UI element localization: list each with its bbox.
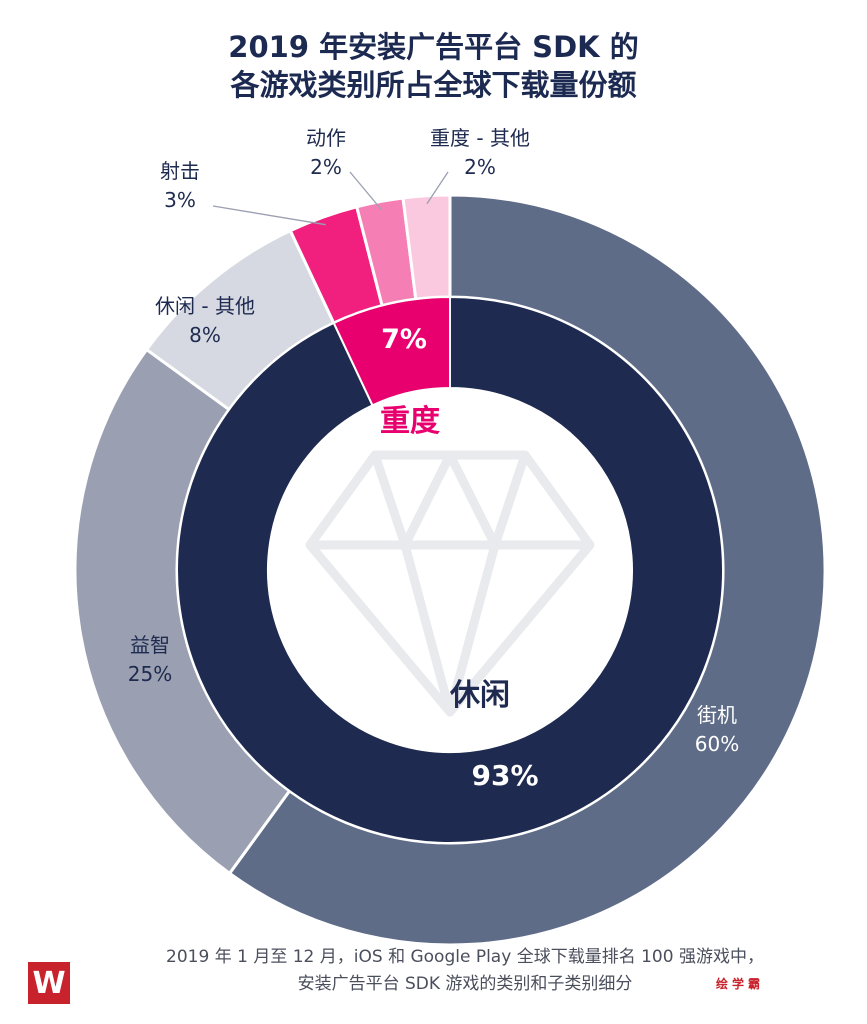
chart-footnote-line-1: 2019 年 1 月至 12 月，iOS 和 Google Play 全球下载量… [166, 947, 764, 967]
inner-category-label-casual: 休闲 [449, 678, 510, 713]
chart-footnote-line-2: 安装广告平台 SDK 游戏的类别和子类别细分 [297, 974, 633, 994]
watermark-brand: 绘学霸 [716, 977, 765, 991]
leader-line-action [349, 171, 382, 210]
outer-value-label-shooter: 3% [164, 188, 196, 212]
outer-category-label-hardcore-other: 重度 - 其他 [430, 126, 530, 150]
outer-category-label-action: 动作 [306, 126, 346, 150]
inner-value-label-hardcore: 7% [381, 324, 427, 355]
outer-value-label-action: 2% [310, 155, 342, 179]
outer-category-label-casual-other: 休闲 - 其他 [155, 294, 255, 318]
chart-title-line-2: 各游戏类别所占全球下载量份额 [230, 68, 637, 102]
inner-category-label-hardcore: 重度 [380, 404, 440, 439]
publisher-logo: W [28, 962, 70, 1004]
diamond-watermark-icon [305, 450, 595, 717]
inner-value-label-casual: 93% [471, 759, 538, 792]
leader-line-shooter [212, 205, 326, 226]
inner-slice-hardcore [332, 295, 451, 407]
chart-title-line-1: 2019 年安装广告平台 SDK 的 [228, 30, 639, 64]
inner-slice-casual [176, 295, 724, 844]
outer-value-label-hardcore-other: 2% [464, 155, 496, 179]
chart-title: 2019 年安装广告平台 SDK 的 各游戏类别所占全球下载量份额 [0, 28, 867, 104]
outer-category-label-shooter: 射击 [160, 159, 200, 183]
outer-value-label-arcade: 60% [695, 732, 739, 756]
outer-value-label-casual-other: 8% [189, 323, 221, 347]
outer-category-label-puzzle: 益智 [130, 633, 170, 657]
outer-category-label-arcade: 街机 [697, 703, 737, 727]
chart-footnote: 2019 年 1 月至 12 月，iOS 和 Google Play 全球下载量… [80, 944, 850, 998]
outer-value-label-puzzle: 25% [128, 662, 172, 686]
leader-line-hardcore-other [426, 171, 449, 205]
